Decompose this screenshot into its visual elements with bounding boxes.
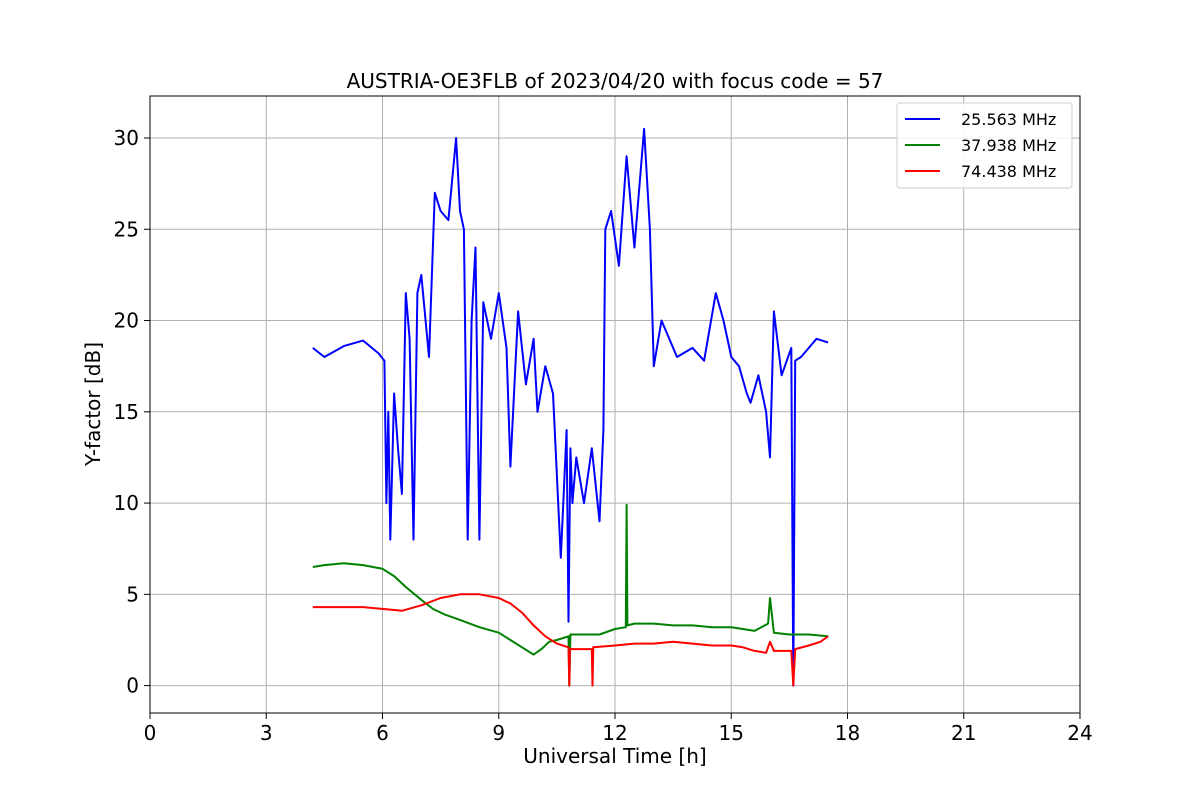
- x-tick-label: 18: [835, 721, 860, 745]
- x-tick-label: 9: [492, 721, 505, 745]
- x-tick-label: 12: [602, 721, 627, 745]
- x-axis-label: Universal Time [h]: [523, 744, 706, 768]
- x-tick-label: 24: [1067, 721, 1092, 745]
- y-tick-label: 20: [114, 309, 139, 333]
- y-axis-label: Y-factor [dB]: [81, 342, 105, 467]
- y-tick-label: 0: [126, 674, 139, 698]
- y-tick-label: 15: [114, 400, 139, 424]
- x-tick-label: 21: [951, 721, 976, 745]
- legend: 25.563 MHz 37.938 MHz 74.438 MHz: [896, 102, 1073, 189]
- series-layer: [312, 127, 829, 687]
- x-tick-label: 0: [144, 721, 157, 745]
- x-tick-label: 3: [260, 721, 273, 745]
- chart-title: AUSTRIA-OE3FLB of 2023/04/20 with focus …: [347, 69, 884, 93]
- y-axis: 0 5 10 15 20 25 30: [114, 126, 150, 698]
- y-tick-label: 25: [114, 217, 139, 241]
- series-line-3: [312, 593, 829, 687]
- y-tick-label: 10: [114, 491, 139, 515]
- x-tick-label: 6: [376, 721, 389, 745]
- legend-box: [896, 102, 1073, 189]
- y-tick-label: 5: [126, 582, 139, 606]
- legend-label-1: 25.563 MHz: [961, 110, 1056, 129]
- legend-label-3: 74.438 MHz: [961, 162, 1056, 181]
- legend-label-2: 37.938 MHz: [961, 136, 1056, 155]
- x-tick-label: 15: [719, 721, 744, 745]
- x-axis: 0 3 6 9 12 15 18 21 24: [144, 713, 1093, 745]
- series-line-1: [312, 127, 829, 687]
- y-tick-label: 30: [114, 126, 139, 150]
